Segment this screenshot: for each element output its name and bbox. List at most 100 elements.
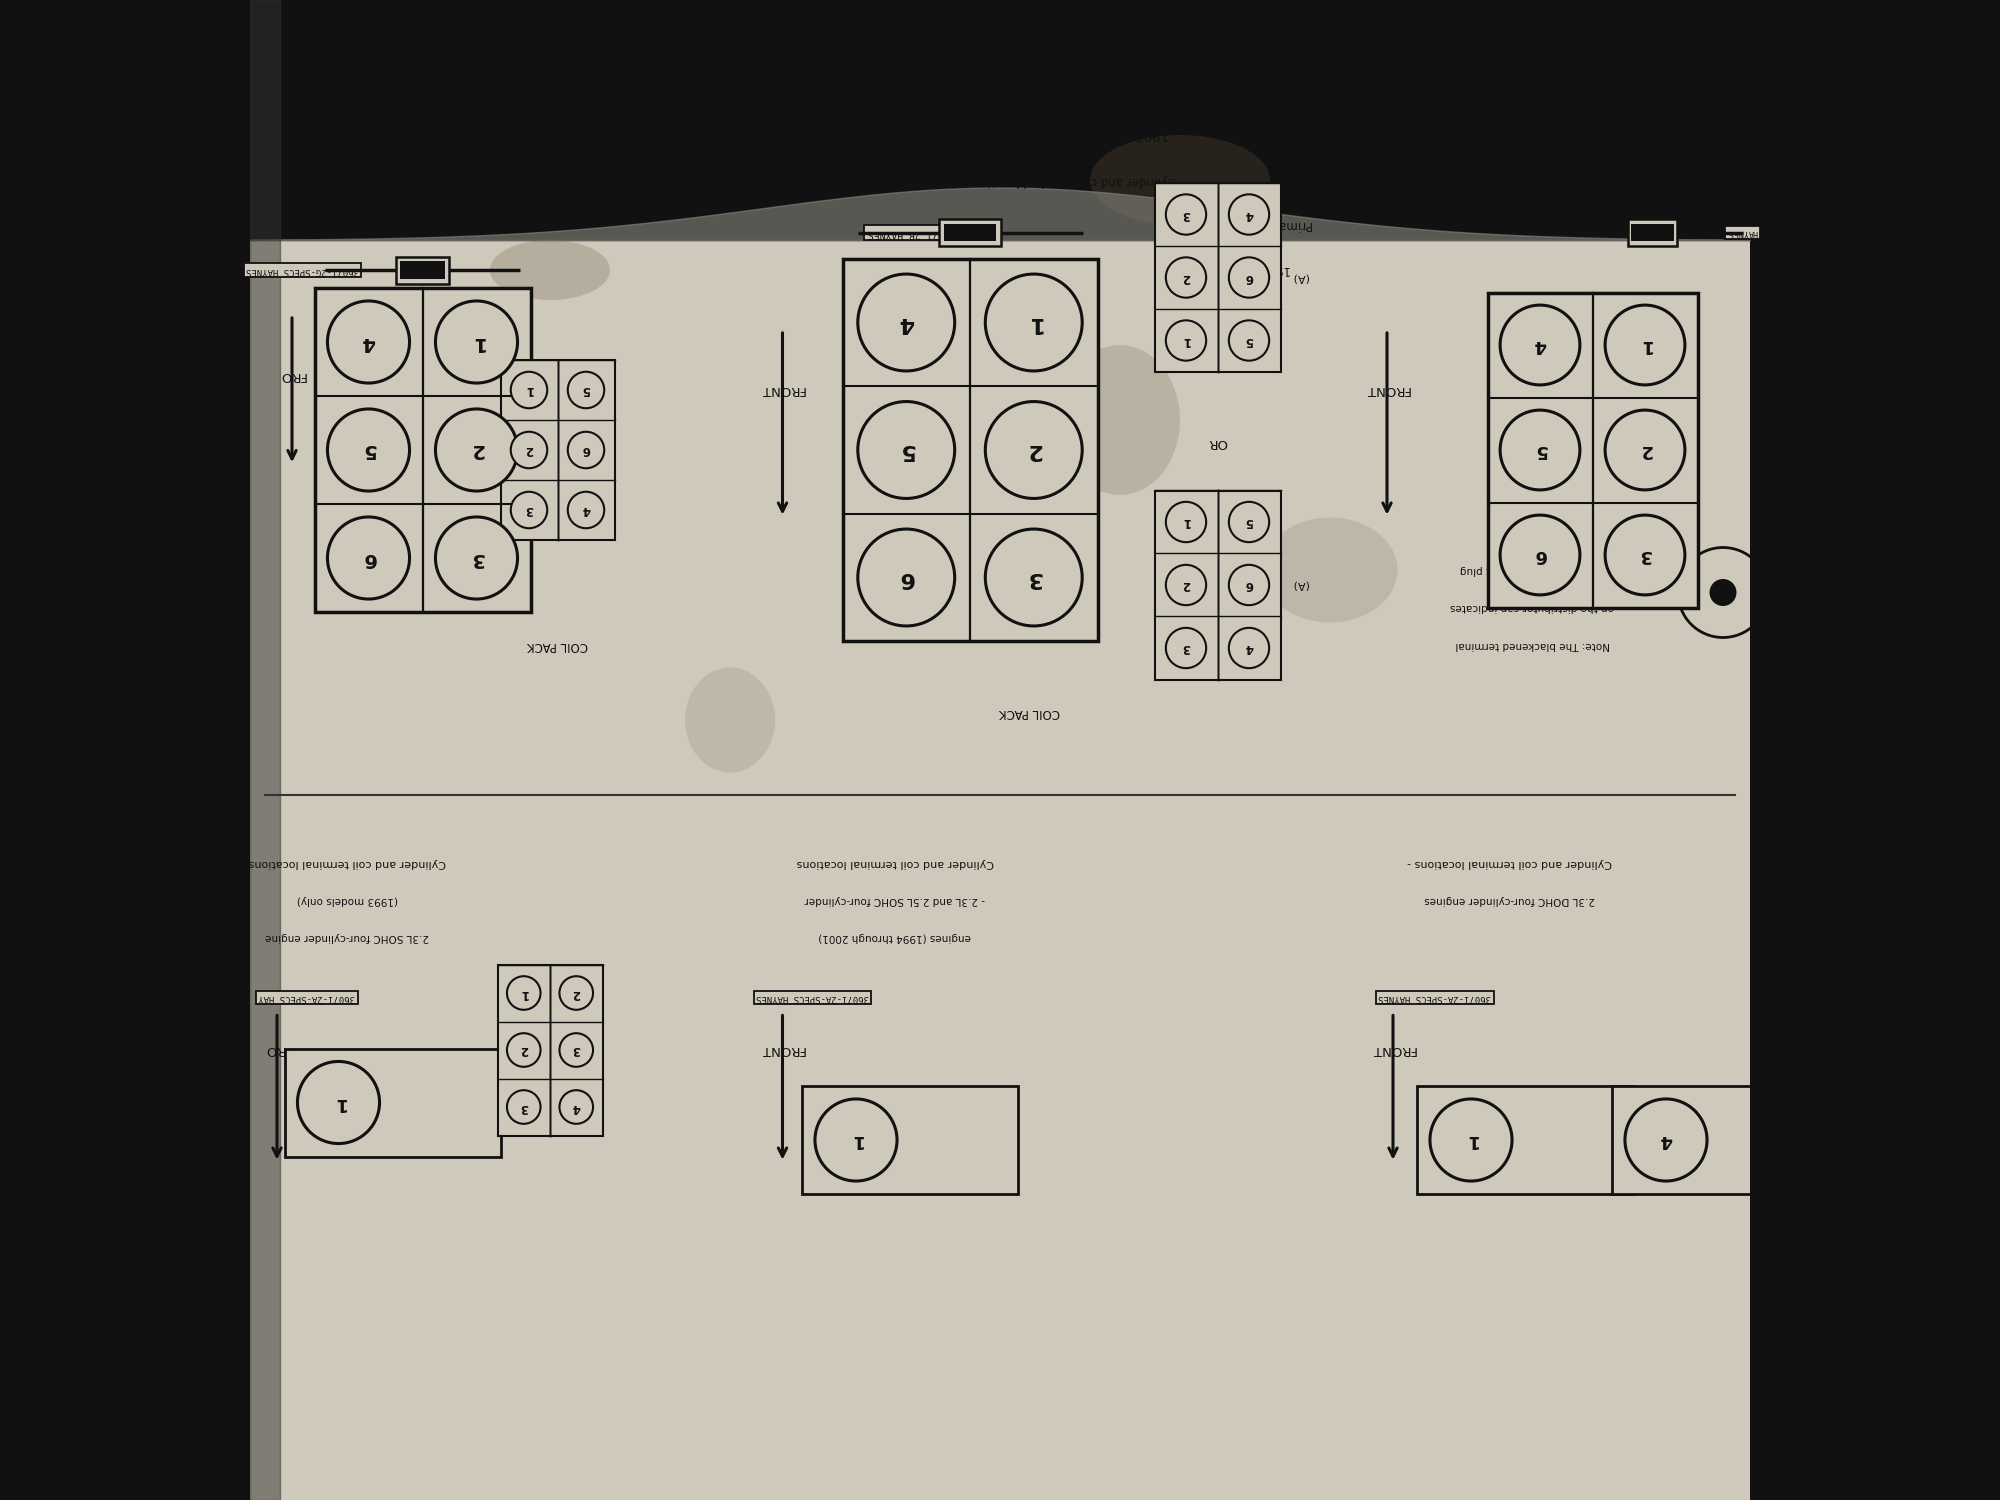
Circle shape xyxy=(568,372,604,408)
Text: engines (1994 through 2001): engines (1994 through 2001) xyxy=(818,933,972,942)
Circle shape xyxy=(1228,258,1270,297)
Circle shape xyxy=(986,530,1082,626)
Text: 4: 4 xyxy=(582,504,590,516)
Text: the Number One spark plug: the Number One spark plug xyxy=(1460,566,1606,574)
Text: FRONT: FRONT xyxy=(760,1044,804,1056)
Text: Cylinder and coil terminal locations: Cylinder and coil terminal locations xyxy=(248,858,446,867)
Circle shape xyxy=(560,976,594,1010)
Circle shape xyxy=(1228,503,1270,542)
Text: 2: 2 xyxy=(520,1044,528,1056)
Text: 2.3L DOHC four-cylinder engines: 2.3L DOHC four-cylinder engines xyxy=(1424,896,1596,904)
Text: 1: 1 xyxy=(1464,1131,1478,1149)
Text: Cylinder and coil terminal locations -: Cylinder and coil terminal locations - xyxy=(292,174,508,186)
Ellipse shape xyxy=(1060,345,1180,495)
Ellipse shape xyxy=(1262,518,1398,622)
Circle shape xyxy=(1228,321,1270,360)
Ellipse shape xyxy=(490,240,610,300)
Circle shape xyxy=(560,1034,594,1066)
Text: 3: 3 xyxy=(1182,209,1190,220)
Text: 36071-2B-HAYNES: 36071-2B-HAYNES xyxy=(866,228,954,237)
Circle shape xyxy=(814,1100,898,1180)
Text: Primary Connector (A): Primary Connector (A) xyxy=(1182,219,1314,231)
Text: 6: 6 xyxy=(362,549,376,567)
FancyBboxPatch shape xyxy=(400,261,446,279)
Text: Note: The blackened terminal: Note: The blackened terminal xyxy=(1456,640,1610,650)
Text: 3: 3 xyxy=(520,1101,528,1113)
Text: 1995 and later: 1995 and later xyxy=(1204,264,1292,276)
Circle shape xyxy=(328,518,410,599)
Text: 36071-2A-SPECS HAYNES: 36071-2A-SPECS HAYNES xyxy=(756,993,868,1002)
Circle shape xyxy=(1500,514,1580,596)
Circle shape xyxy=(298,1062,380,1143)
Text: 6: 6 xyxy=(582,444,590,456)
Circle shape xyxy=(1430,1100,1512,1180)
Text: 6: 6 xyxy=(1534,546,1546,564)
Text: 3: 3 xyxy=(1182,642,1190,654)
Ellipse shape xyxy=(1090,135,1270,225)
Circle shape xyxy=(858,402,954,498)
Circle shape xyxy=(510,492,548,528)
Text: 1993 and 1994 3.0L V6 engine: 1993 and 1994 3.0L V6 engine xyxy=(1452,129,1658,141)
Text: Cylinder and coil terminal locations -: Cylinder and coil terminal locations - xyxy=(1408,858,1612,867)
Text: COIL PACK: COIL PACK xyxy=(528,639,588,651)
FancyBboxPatch shape xyxy=(250,240,1750,1500)
Text: 3: 3 xyxy=(1638,546,1652,564)
Text: 2: 2 xyxy=(470,441,484,459)
Circle shape xyxy=(1228,195,1270,234)
Text: 2: 2 xyxy=(524,444,534,456)
Text: 2: 2 xyxy=(1182,272,1190,284)
Text: 5: 5 xyxy=(898,440,914,460)
Text: Cylinder and coil terminal locations -: Cylinder and coil terminal locations - xyxy=(958,174,1176,186)
Ellipse shape xyxy=(684,668,776,772)
Text: (A): (A) xyxy=(1292,580,1308,590)
FancyBboxPatch shape xyxy=(1488,292,1698,608)
Circle shape xyxy=(1606,514,1684,596)
Circle shape xyxy=(328,302,410,382)
Circle shape xyxy=(986,274,1082,370)
FancyBboxPatch shape xyxy=(1612,1086,1828,1194)
FancyBboxPatch shape xyxy=(842,258,1098,642)
Circle shape xyxy=(436,518,518,599)
Text: 3: 3 xyxy=(572,1044,580,1056)
Circle shape xyxy=(1166,321,1206,360)
Circle shape xyxy=(506,1034,540,1066)
Text: 6: 6 xyxy=(1244,272,1254,284)
Text: HAYNES: HAYNES xyxy=(1728,228,1758,237)
Text: 1: 1 xyxy=(332,1094,344,1112)
Circle shape xyxy=(1228,566,1270,604)
Text: OR: OR xyxy=(1208,436,1228,448)
Circle shape xyxy=(986,402,1082,498)
Text: COIL PACK: COIL PACK xyxy=(1000,706,1060,718)
Text: 2: 2 xyxy=(1026,440,1042,460)
Text: 2: 2 xyxy=(1638,441,1652,459)
Text: 6: 6 xyxy=(898,567,914,588)
Circle shape xyxy=(568,432,604,468)
Circle shape xyxy=(1606,304,1684,386)
Text: 4: 4 xyxy=(898,312,914,333)
Circle shape xyxy=(1606,410,1684,491)
Text: 2: 2 xyxy=(572,987,580,999)
Text: 1: 1 xyxy=(1638,336,1652,354)
Circle shape xyxy=(436,302,518,382)
Text: FRONT: FRONT xyxy=(1364,384,1410,396)
Text: 4: 4 xyxy=(1534,336,1546,354)
Text: FRONT: FRONT xyxy=(1370,1044,1416,1056)
Circle shape xyxy=(858,530,954,626)
Text: 3: 3 xyxy=(1026,567,1042,588)
Circle shape xyxy=(1624,1100,1708,1180)
Text: wire position.: wire position. xyxy=(1498,528,1568,537)
Text: 36071-2A-SPECS HAY: 36071-2A-SPECS HAY xyxy=(258,993,356,1002)
Text: 36071-2A-SPECS HAYNES: 36071-2A-SPECS HAYNES xyxy=(1378,993,1492,1002)
Text: on the distributor cap indicates: on the distributor cap indicates xyxy=(1450,603,1614,612)
Text: 2: 2 xyxy=(1182,579,1190,591)
Text: FRONT: FRONT xyxy=(760,384,804,396)
Circle shape xyxy=(328,410,410,491)
Text: 1: 1 xyxy=(520,987,528,999)
Text: 5: 5 xyxy=(1244,516,1254,528)
Text: 1: 1 xyxy=(524,384,534,396)
Text: 5: 5 xyxy=(582,384,590,396)
FancyBboxPatch shape xyxy=(314,288,530,612)
FancyBboxPatch shape xyxy=(940,219,1000,246)
Circle shape xyxy=(506,976,540,1010)
Text: 4: 4 xyxy=(1244,209,1254,220)
